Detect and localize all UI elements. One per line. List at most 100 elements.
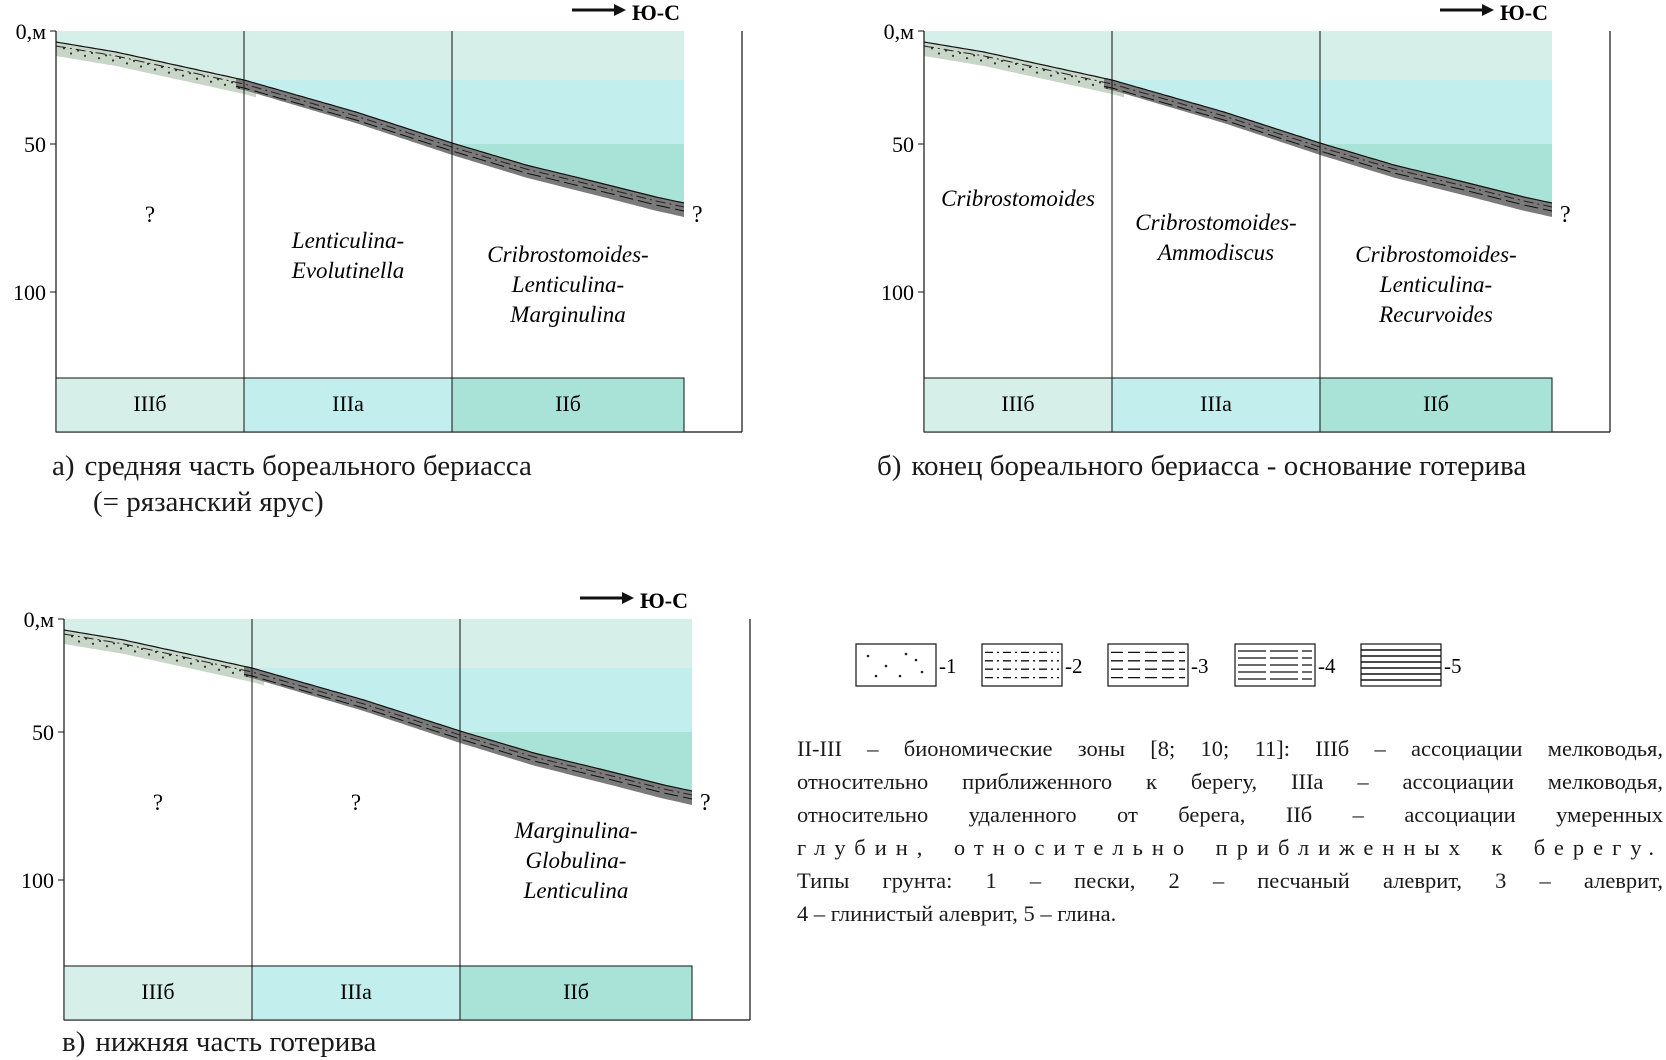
panel-b-diagram: 0,м 50 100 Ю-С IIIб IIIа IIб Cribrostomoides Cri…	[881, 0, 1611, 433]
sand-dot	[937, 52, 941, 55]
assemblage-label-line: Recurvoides	[1378, 302, 1493, 327]
direction-label: Ю-С	[640, 588, 688, 613]
zone-label-1: IIIб	[1001, 391, 1034, 416]
legend-item-2: -2	[981, 643, 1083, 687]
zone-box-1	[55, 377, 245, 433]
sediment-line-lower	[235, 85, 685, 212]
zone-box-1	[63, 965, 253, 1021]
panel-c-caption-line1: нижняя часть готерива	[95, 1026, 377, 1058]
legend-label-4: -4	[1318, 654, 1336, 678]
sediment-line-upper	[55, 45, 685, 208]
depth-tick-label: 100	[21, 868, 54, 893]
sand-dot	[196, 660, 200, 663]
zone-label-3: IIб	[555, 391, 581, 416]
sand-dot	[91, 642, 95, 645]
assemblage-label-line: Globulina-	[526, 848, 627, 873]
sand-dot	[210, 663, 214, 666]
assemblage-label-line: Cribrostomoides-	[1135, 210, 1296, 235]
sand-dot	[90, 51, 94, 55]
sediment-mud-layer	[236, 78, 684, 217]
panel-a-caption-line1: средняя часть бореального бериасса	[84, 450, 532, 482]
sand-dot	[993, 62, 997, 65]
sand-dot	[1007, 65, 1011, 68]
legend-label-3: -3	[1191, 654, 1209, 678]
sand-dot	[69, 52, 73, 55]
sand-dot	[209, 80, 213, 83]
assemblage-label-2: ?	[351, 790, 361, 815]
assemblage-label-line: Evolutinella	[291, 258, 404, 283]
legend-label-1: -1	[939, 654, 957, 678]
assemblage-label-line: Cribrostomoides	[941, 186, 1095, 211]
legend-swatch-5	[1360, 643, 1442, 687]
sediment-mud-layer	[1104, 78, 1552, 217]
legend-note-line-5: Типы грунта: 1 – пески, 2 – песчаный але…	[797, 868, 1663, 893]
sand-dot	[119, 647, 123, 650]
depth-tick-label: 100	[881, 280, 914, 305]
depth-tick-label: 50	[892, 132, 914, 157]
assemblage-label-line: Marginulina-	[513, 818, 637, 843]
sand-dot	[958, 51, 962, 55]
sand-dot	[175, 659, 179, 662]
direction-arrow-head	[1482, 4, 1494, 16]
legend-dot	[904, 652, 908, 656]
zone-box-3	[1319, 377, 1553, 433]
substrate-area	[56, 42, 684, 378]
sand-dot	[133, 650, 137, 653]
zone-label-2: IIIа	[340, 979, 372, 1004]
legend-swatch-1	[855, 643, 937, 687]
assemblage-label-line: Cribrostomoides-	[1355, 242, 1516, 267]
assemblage-label-1: ?	[153, 790, 163, 815]
sand-dot	[111, 59, 115, 62]
panel-c-caption-label: в)	[62, 1026, 86, 1058]
direction-arrow-head	[614, 4, 626, 16]
legend-item-3: -3	[1107, 643, 1209, 687]
assemblage-label-3: Cribrostomoides- Lenticulina- Marginulina	[487, 242, 648, 327]
depth-tick-label: 100	[13, 280, 46, 305]
sand-dot	[1000, 59, 1004, 63]
assemblage-label-1: Cribrostomoides	[941, 186, 1095, 211]
substrate-area	[924, 42, 1552, 378]
direction-label: Ю-С	[1500, 0, 1548, 25]
depth-tick-label: 50	[24, 132, 46, 157]
assemblage-label-line: Lenticulina-	[511, 272, 624, 297]
sand-dot	[1049, 74, 1053, 77]
legend-note-line-6: 4 – глинистый алеврит, 5 – глина.	[797, 901, 1117, 926]
legend-dot	[884, 664, 888, 668]
legend-note-line-4: глубин, относительно приближенных к бере…	[797, 835, 1663, 860]
assemblage-label-line: ?	[145, 202, 155, 227]
sand-dot	[979, 59, 983, 62]
zone-label-3: IIб	[563, 979, 589, 1004]
panel-b-caption-line1: конец бореального бериасса - основание г…	[911, 450, 1527, 482]
assemblage-label-3: Cribrostomoides- Lenticulina- Recurvoides	[1355, 242, 1516, 327]
sand-dot	[83, 54, 87, 57]
sediment-line-lower	[243, 673, 693, 800]
legend-label-5: -5	[1444, 654, 1462, 678]
legend-item-1: -1	[855, 643, 957, 687]
panel-c-caption: в) нижняя часть готерива	[62, 1024, 376, 1060]
depth-tick-label: 0,м	[16, 19, 47, 44]
zone-box-2	[251, 965, 461, 1021]
sand-dot	[105, 645, 109, 648]
zone-box-2	[243, 377, 453, 433]
zone-label-3: IIб	[1423, 391, 1449, 416]
panel-a-group: 0,м 50 100 Ю-С IIIб IIIа IIб? Lenticulina- Evolu…	[13, 0, 743, 433]
legend-note: II-III – биономические зоны [8; 10; 11]:…	[797, 732, 1663, 930]
panel-a: 0,м 50 100 Ю-С IIIб IIIа IIб? Lenticulina- Evolu…	[0, 0, 743, 440]
seafloor-line	[63, 629, 693, 792]
sediment-line-upper	[63, 633, 693, 796]
sediment-line-upper	[923, 45, 1553, 208]
assemblage-label-line: Cribrostomoides-	[487, 242, 648, 267]
trend-unknown-mark: ?	[1560, 202, 1571, 228]
sand-dot	[132, 59, 136, 63]
sand-dot	[1063, 77, 1067, 80]
sediment-line-lower	[1103, 85, 1553, 212]
direction-arrow-head	[622, 592, 634, 604]
sand-dot	[139, 65, 143, 68]
sand-dot	[217, 668, 221, 671]
legend-dot	[898, 674, 902, 678]
sand-dot	[1021, 68, 1025, 71]
assemblage-label-3: Marginulina- Globulina- Lenticulina	[513, 818, 637, 903]
sand-dot	[965, 57, 969, 60]
zone-box-3	[459, 965, 693, 1021]
sand-dot	[167, 71, 171, 74]
